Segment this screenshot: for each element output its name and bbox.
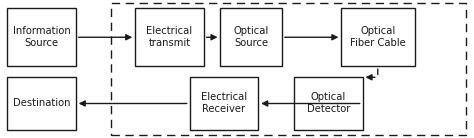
Bar [111,3,466,135]
Text: Electrical
Receiver: Electrical Receiver [201,92,247,115]
Text: Electrical
transmit: Electrical transmit [146,26,192,48]
Bar [294,77,363,130]
Bar [190,77,258,130]
Bar [341,8,415,66]
Text: Optical
Source: Optical Source [234,26,269,48]
Text: Optical
Detector: Optical Detector [307,92,350,115]
Bar [220,8,282,66]
Bar [7,77,76,130]
Text: Information
Source: Information Source [13,26,70,48]
Text: Optical
Fiber Cable: Optical Fiber Cable [350,26,406,48]
Bar [135,8,204,66]
Text: Destination: Destination [13,99,70,108]
Bar [7,8,76,66]
